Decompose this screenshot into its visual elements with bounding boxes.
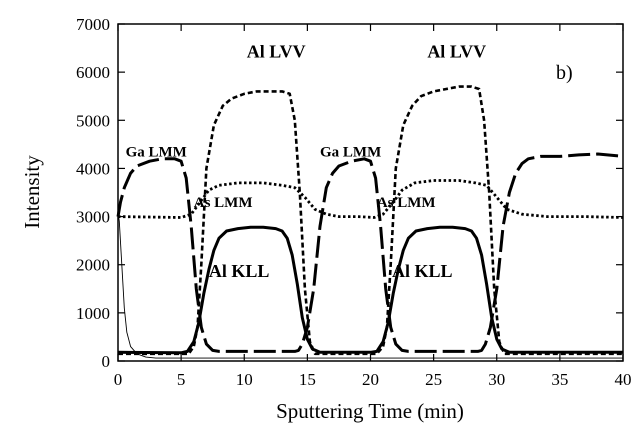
x-tick-label: 20: [362, 370, 379, 389]
series-line-solid-thick: [117, 225, 623, 355]
annotation-label: As LMM: [377, 195, 436, 211]
x-tick-label: 40: [615, 370, 632, 389]
x-tick-label: 15: [299, 370, 316, 389]
y-tick-label: 2000: [76, 256, 110, 275]
y-axis-label: Intensity: [20, 155, 44, 229]
series-layer: [116, 85, 624, 359]
ticks-layer: 0 5 10 15 20 25 30 35 40 0 1000 2000 3000 4000 5000 600…: [76, 15, 632, 389]
series-line-solid-thin: [117, 211, 623, 359]
annotation-layer: Al LVV Al LVV Ga LMM Ga LMM As LMM As LMM Al K…: [126, 42, 487, 281]
x-tick-label: 0: [114, 370, 123, 389]
x-tick-label: 25: [425, 370, 442, 389]
x-tick-label: 10: [236, 370, 253, 389]
panel-label: b): [556, 62, 573, 84]
y-tick-label: 0: [102, 352, 111, 371]
series-line-dotted: [117, 179, 624, 219]
y-tick-label: 1000: [76, 304, 110, 323]
y-tick-label: 3000: [76, 208, 110, 227]
annotation-label: Al LVV: [427, 42, 486, 62]
series-line-long-dash: [116, 152, 624, 353]
y-tick-label: 5000: [76, 111, 110, 130]
y-tick-label: 4000: [76, 159, 110, 178]
annotation-label: Ga LMM: [126, 144, 187, 160]
y-tick-label: 6000: [76, 63, 110, 82]
series-line-short-dash: [118, 85, 623, 356]
annotation-label: Al LVV: [247, 42, 306, 62]
x-tick-label: 30: [488, 370, 505, 389]
x-axis-label: Sputtering Time (min): [276, 399, 464, 423]
annotation-label: As LMM: [194, 195, 253, 211]
annotation-label: Ga LMM: [320, 144, 381, 160]
x-tick-label: 35: [551, 370, 568, 389]
annotation-label: Al KLL: [209, 261, 270, 281]
annotation-label: Al KLL: [392, 261, 453, 281]
x-tick-label: 5: [177, 370, 186, 389]
y-tick-label: 7000: [76, 15, 110, 34]
